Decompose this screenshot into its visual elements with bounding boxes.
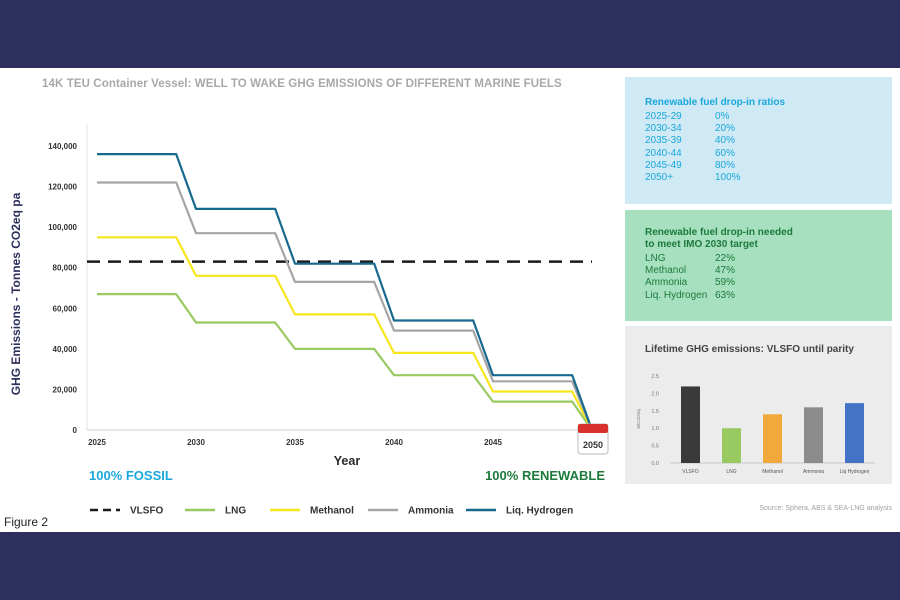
dropin-ratio-row-value: 60% bbox=[715, 147, 736, 159]
legend-label: LNG bbox=[225, 506, 246, 517]
y-tick-label: 140,000 bbox=[48, 142, 77, 151]
lifetime-emissions-bar-chart: Lifetime GHG emissions: VLSFO until pari… bbox=[636, 344, 875, 475]
series-line-lng bbox=[97, 293, 593, 431]
mini-x-tick-label: Ammonia bbox=[803, 469, 824, 475]
mini-bar bbox=[681, 386, 700, 463]
mini-x-tick-label: Methanol bbox=[762, 469, 783, 475]
mini-y-tick-label: 0.0 bbox=[651, 461, 659, 467]
mini-x-tick-label: VLSFO bbox=[682, 469, 699, 475]
calendar-icon: 2050 bbox=[577, 423, 609, 455]
legend-label: Ammonia bbox=[408, 506, 454, 517]
mini-bar bbox=[722, 428, 741, 463]
renewable-label: 100% RENEWABLE bbox=[485, 468, 605, 483]
y-tick-label: 100,000 bbox=[48, 223, 77, 232]
dropin-ratio-row-value: 40% bbox=[715, 135, 736, 147]
mini-x-tick-label: Liq Hydrogen bbox=[840, 469, 870, 475]
imo-target-row-value: 47% bbox=[715, 265, 736, 277]
dropin-ratio-row-value: 100% bbox=[715, 172, 741, 184]
x-tick-label: 2035 bbox=[286, 438, 304, 447]
imo-target-box: Renewable fuel drop-in needed to meet IMO… bbox=[625, 210, 892, 321]
source-note: Source: Sphera, ABS & SEA-LNG analysis bbox=[759, 505, 892, 512]
x-tick-label: 2040 bbox=[385, 438, 403, 447]
series-line-liq-hydrogen bbox=[97, 152, 594, 431]
imo-target-row-value: 22% bbox=[715, 253, 736, 264]
lifetime-emissions-box: Lifetime GHG emissions: VLSFO until pari… bbox=[625, 326, 892, 484]
dropin-ratio-row: 2035-39 40% bbox=[645, 135, 892, 147]
dropin-ratio-row: 2045-49 80% bbox=[645, 160, 892, 172]
y-tick-label: 0 bbox=[73, 426, 78, 435]
legend-label: Liq. Hydrogen bbox=[506, 506, 573, 517]
y-tick-label: 80,000 bbox=[53, 264, 78, 273]
mini-bar bbox=[845, 403, 864, 463]
x-tick-label: 2025 bbox=[88, 438, 106, 447]
dropin-ratio-row: 2030-34 20% bbox=[645, 123, 892, 135]
legend-label: Methanol bbox=[310, 506, 354, 517]
dropin-ratio-row-key: 2030-34 bbox=[645, 123, 682, 135]
imo-target-row-value: 59% bbox=[715, 277, 736, 289]
y-tick-label: 20,000 bbox=[53, 385, 78, 394]
fossil-label: 100% FOSSIL bbox=[89, 468, 173, 483]
bottom-band bbox=[0, 532, 900, 600]
top-band bbox=[0, 0, 900, 68]
imo-target-row-key: Methanol bbox=[645, 265, 687, 277]
mini-y-tick-label: 2.5 bbox=[651, 374, 659, 380]
dropin-ratio-row-value: 0% bbox=[715, 111, 730, 122]
imo-target-row-key: Ammonia bbox=[645, 277, 688, 289]
series-line-ammonia bbox=[97, 181, 594, 431]
x-axis-title: Year bbox=[334, 454, 361, 468]
chart-title: 14K TEU Container Vessel: WELL TO WAKE G… bbox=[42, 78, 562, 90]
dropin-ratio-row-key: 2040-44 bbox=[645, 147, 682, 159]
dropin-ratio-row-value: 20% bbox=[715, 123, 736, 135]
x-tick-label: 2045 bbox=[484, 438, 502, 447]
y-tick-label: 120,000 bbox=[48, 183, 77, 192]
dropin-ratio-row-key: 2045-49 bbox=[645, 159, 682, 171]
y-tick-label: 40,000 bbox=[53, 345, 78, 354]
dropin-ratio-row: 2050+ 100% bbox=[645, 172, 892, 184]
legend-label: VLSFO bbox=[130, 506, 164, 517]
dropin-ratio-row-value: 80% bbox=[715, 159, 736, 171]
dropin-ratio-row: 2025-29 0% bbox=[645, 111, 892, 123]
imo-target-row-key: LNG bbox=[645, 253, 666, 264]
emissions-line-chart: 0 20,000 40,000 60,000 80,000 100,000 120,000 1… bbox=[9, 124, 609, 517]
figure-label: Figure 2 bbox=[4, 515, 49, 529]
calendar-year-label: 2050 bbox=[583, 440, 603, 450]
y-tick-label: 60,000 bbox=[53, 304, 78, 313]
mini-y-tick-label: 1.5 bbox=[651, 409, 659, 415]
mini-y-tick-label: 2.0 bbox=[651, 391, 659, 397]
dropin-ratios-box: Renewable fuel drop-in ratios 2025-29 0% 2… bbox=[625, 77, 892, 204]
x-tick-label: 2030 bbox=[187, 438, 205, 447]
dropin-ratio-row-key: 2025-29 bbox=[645, 111, 682, 122]
imo-target-row: Methanol 47% bbox=[645, 265, 892, 277]
mini-x-tick-label: LNG bbox=[726, 469, 736, 475]
dropin-ratio-row-key: 2050+ bbox=[645, 172, 674, 184]
dropin-ratio-row: 2040-44 60% bbox=[645, 148, 892, 160]
imo-target-row-value: 63% bbox=[715, 289, 736, 301]
calendar-header bbox=[578, 424, 608, 433]
mini-chart-title: Lifetime GHG emissions: VLSFO until pari… bbox=[645, 344, 854, 355]
imo-target-row: Liq. Hydrogen 63% bbox=[645, 290, 892, 302]
mini-y-tick-label: 1.0 bbox=[651, 426, 659, 432]
dropin-ratios-title: Renewable fuel drop-in ratios bbox=[645, 97, 786, 108]
dropin-ratio-row-key: 2035-39 bbox=[645, 135, 682, 147]
imo-target-row-key: Liq. Hydrogen bbox=[645, 289, 708, 301]
mini-y-axis-title: MtCO2eq bbox=[636, 409, 641, 429]
figure-panel: 0 20,000 40,000 60,000 80,000 100,000 120,000 1… bbox=[0, 68, 900, 532]
mini-bar bbox=[763, 414, 782, 463]
series-line-methanol bbox=[97, 236, 593, 431]
mini-bar bbox=[804, 407, 823, 463]
imo-target-row: Ammonia 59% bbox=[645, 277, 892, 289]
imo-target-row: LNG 22% bbox=[645, 253, 892, 265]
mini-y-tick-label: 0.5 bbox=[651, 444, 659, 450]
y-axis-title: GHG Emissions - Tonnes CO2eq pa bbox=[9, 192, 23, 395]
imo-target-title: Renewable fuel drop-in needed to meet IMO… bbox=[645, 227, 793, 250]
